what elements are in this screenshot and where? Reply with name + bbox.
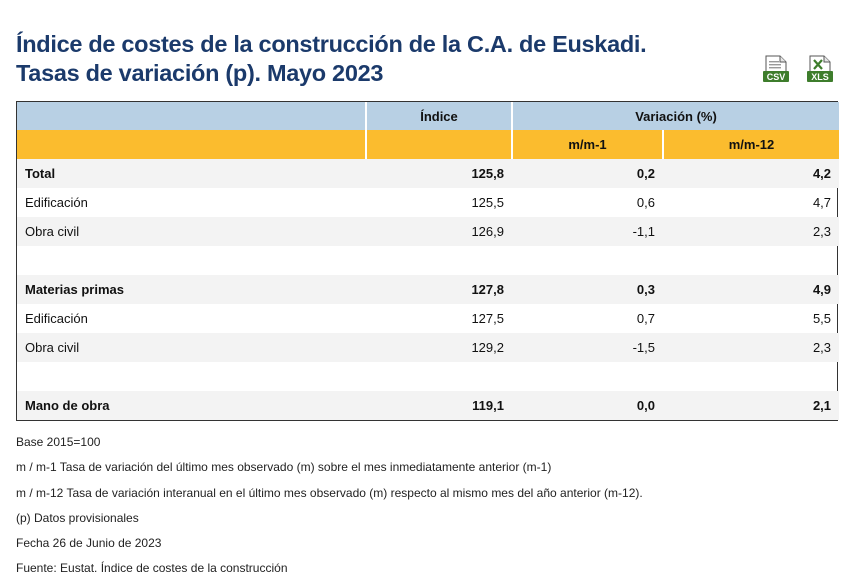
row-mm12: 2,1 — [663, 391, 840, 420]
table-row: Obra civil 129,2 -1,5 2,3 — [17, 333, 840, 362]
row-indice: 119,1 — [366, 391, 512, 420]
csv-download-icon[interactable]: CSV — [762, 55, 790, 83]
note-provisional: (p) Datos provisionales — [16, 510, 139, 525]
csv-label: CSV — [767, 72, 786, 82]
title-line-2: Tasas de variación (p). Mayo 2023 — [16, 60, 384, 86]
data-table-container: Índice Variación (%) m/m-1 m/m-12 Total … — [16, 101, 840, 421]
row-mm12: 4,2 — [663, 159, 840, 188]
row-indice: 129,2 — [366, 333, 512, 362]
table-row-mano-de-obra: Mano de obra 119,1 0,0 2,1 — [17, 391, 840, 420]
row-mm1: 0,6 — [636, 195, 655, 210]
row-mm12: 4,9 — [663, 275, 840, 304]
spacer-row — [17, 362, 839, 391]
row-mm12: 2,3 — [663, 217, 840, 246]
table-row-materias: Materias primas 127,8 0,3 4,9 — [17, 275, 840, 304]
row-label: Materias primas — [17, 275, 366, 304]
row-label: Obra civil — [17, 217, 366, 246]
xls-label: XLS — [811, 72, 829, 82]
row-indice: 125,5 — [471, 195, 504, 210]
header-mm1: m/m-1 — [511, 130, 663, 159]
note-base: Base 2015=100 — [16, 435, 101, 449]
row-mm1: -1,5 — [512, 333, 663, 362]
page-title: Índice de costes de la construcción de l… — [16, 30, 736, 88]
row-mm1: 0,0 — [512, 391, 663, 420]
header-blank-3 — [365, 130, 512, 159]
row-label: Edificación — [25, 195, 88, 210]
row-indice: 125,8 — [366, 159, 512, 188]
row-label: Mano de obra — [17, 391, 366, 420]
header-mm12: m/m-12 — [661, 130, 840, 159]
table-row: Obra civil 126,9 -1,1 2,3 — [17, 217, 840, 246]
data-table: Índice Variación (%) m/m-1 m/m-12 Total … — [17, 102, 840, 420]
row-mm1: 0,2 — [512, 159, 663, 188]
row-mm12: 4,7 — [812, 195, 832, 210]
header-variacion: Variación (%) — [510, 102, 840, 130]
row-mm1: 0,7 — [636, 311, 655, 326]
row-mm1: -1,1 — [512, 217, 663, 246]
row-indice: 127,8 — [366, 275, 512, 304]
title-line-1: Índice de costes de la construcción de l… — [16, 31, 647, 57]
xls-download-icon[interactable]: XLS — [806, 55, 834, 83]
note-mm1: m / m-1 Tasa de variación del último mes… — [16, 460, 552, 475]
row-mm12: 5,5 — [812, 311, 832, 326]
note-mm12: m / m-12 Tasa de variación interanual en… — [16, 485, 643, 500]
footnotes: Base 2015=100 m / m-1 Tasa de variación … — [16, 434, 836, 586]
row-label: Total — [17, 159, 366, 188]
row-indice: 127,5 — [471, 311, 504, 326]
table-row-total: Total 125,8 0,2 4,2 — [17, 159, 840, 188]
header-indice: Índice — [365, 102, 512, 130]
table-row: Edificación 127,5 0,7 5,5 — [17, 304, 839, 333]
header-row-2: m/m-1 m/m-12 — [17, 130, 840, 159]
note-date: Fecha 26 de Junio de 2023 — [16, 536, 162, 551]
row-indice: 126,9 — [366, 217, 512, 246]
header-row-1: Índice Variación (%) — [17, 102, 840, 130]
row-mm1: 0,3 — [512, 275, 663, 304]
header-blank-2 — [17, 130, 366, 159]
spacer-row — [17, 246, 839, 275]
row-label: Edificación — [25, 311, 88, 326]
row-mm12: 2,3 — [663, 333, 840, 362]
table-row: Edificación 125,5 0,6 4,7 — [17, 188, 839, 217]
header-blank — [17, 102, 366, 130]
row-label: Obra civil — [17, 333, 366, 362]
note-source: Fuente: Eustat. Índice de costes de la c… — [16, 561, 288, 576]
